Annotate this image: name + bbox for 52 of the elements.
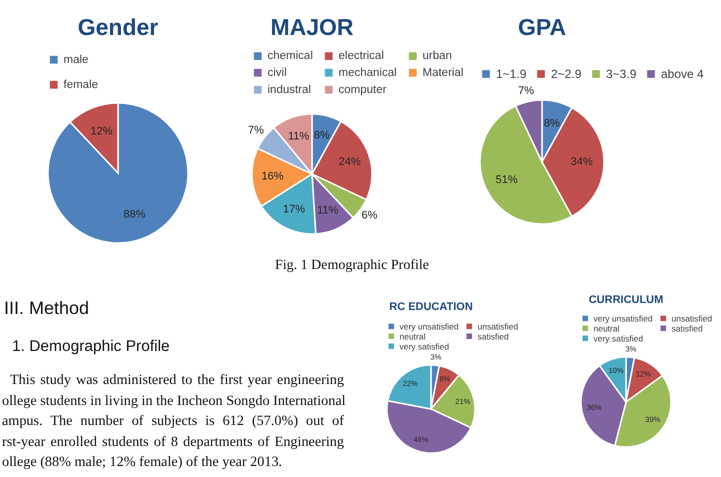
legend-label: unsatisfied <box>477 321 518 332</box>
data-label: 16% <box>260 170 284 182</box>
legend-label: satisfied <box>477 331 508 342</box>
legend-label: electrical <box>338 50 384 62</box>
legend-label: female <box>64 78 98 91</box>
data-label: 34% <box>570 156 593 168</box>
legend-label: industral <box>267 84 310 96</box>
data-label: 7% <box>247 124 264 136</box>
legend-label: 1~1.9 <box>496 67 527 81</box>
data-label: 88% <box>123 208 146 221</box>
legend-label: very unsatisfied <box>399 321 458 332</box>
chart-title: MAJOR <box>270 14 354 40</box>
legend-label: computer <box>338 84 386 96</box>
data-label: 7% <box>518 84 534 97</box>
legend-label: 3~3.9 <box>606 67 637 81</box>
text: rst-year enrolled students of 8 departments of Engineering <box>2 432 344 452</box>
legend-label: neutral <box>399 331 426 342</box>
legend-label: neutral <box>594 323 620 334</box>
data-label: 17% <box>282 203 305 216</box>
text: ampus. The number of subjects is 612 (57.0%) out of <box>2 412 344 431</box>
data-label: 51% <box>496 174 518 186</box>
data-label: 11% <box>316 204 338 216</box>
pie-slice <box>47 102 189 244</box>
legend-label: above 4 <box>661 67 704 81</box>
legend-label: very satisfied <box>399 341 449 352</box>
legend-label: unsatisfied <box>672 313 712 324</box>
text: 1. Demographic Profile <box>12 338 170 356</box>
legend-label: very satisfied <box>594 333 644 344</box>
legend-label: very unsatisfied <box>594 313 653 324</box>
legend-label: mechanical <box>338 66 396 79</box>
text: ollege (88% male; 12% female) of the year 2013. <box>2 453 284 472</box>
chart-title: CURRICULUM <box>588 294 664 306</box>
text: ollege students in living in the Incheon Songdo International <box>2 392 346 410</box>
legend-label: urban <box>422 50 452 62</box>
legend-label: male <box>64 54 88 66</box>
data-label: 12% <box>90 125 113 138</box>
data-label: 8% <box>544 118 560 130</box>
legend-label: satisfied <box>672 323 703 334</box>
data-label: 24% <box>338 156 360 168</box>
caption: Fig. 1 Demographic Profile <box>274 258 430 274</box>
chart-title: GPA <box>518 14 566 40</box>
legend-label: civil <box>267 66 286 79</box>
data-label: 6% <box>360 210 378 222</box>
legend-label: chemical <box>267 50 312 62</box>
text: This study was administered to the first year engineering <box>10 371 344 390</box>
data-label: 8% <box>313 130 330 142</box>
text: III. Method <box>4 298 90 319</box>
chart-title: Gender <box>78 14 158 40</box>
legend-label: Material <box>422 66 463 79</box>
chart-title: RC EDUCATION <box>388 301 472 313</box>
legend-label: 2~2.9 <box>551 67 582 81</box>
data-label: 11% <box>287 130 309 143</box>
